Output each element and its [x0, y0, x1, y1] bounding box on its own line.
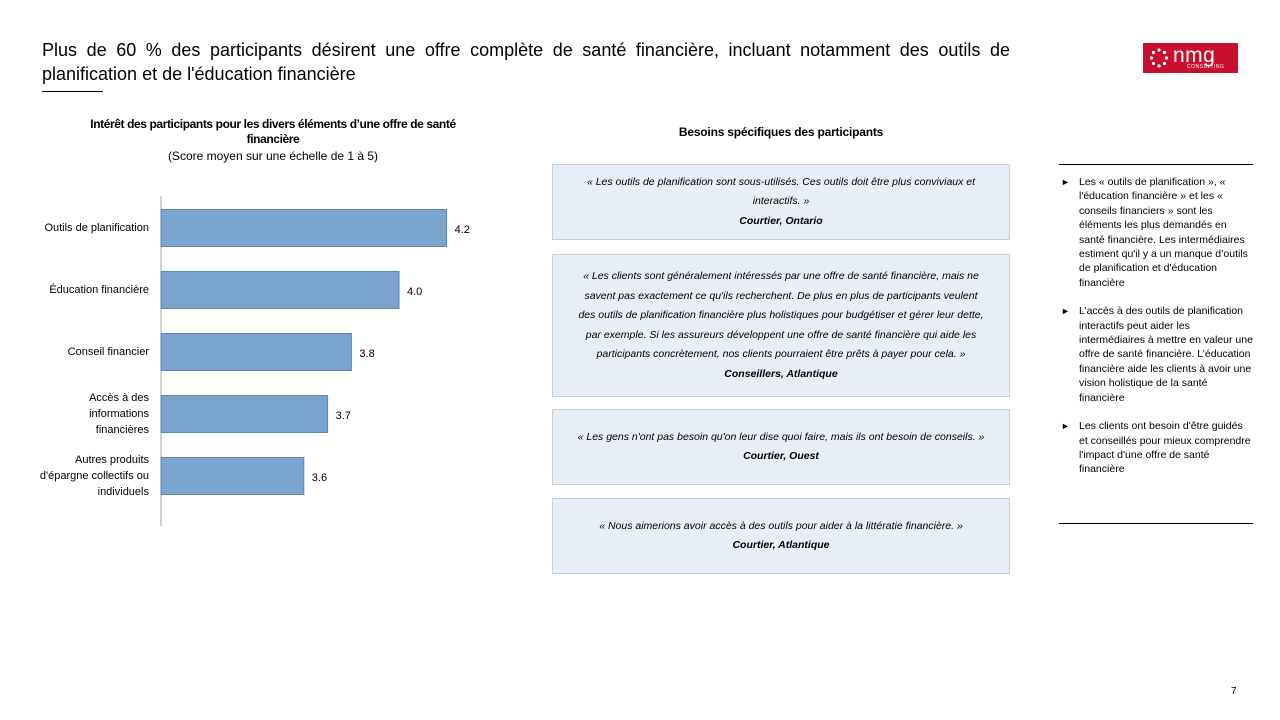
bar-chart: 4.2 4.0 3.8 3.7 3.6 — [160, 196, 470, 526]
quote-author: Conseillers, Atlantique — [724, 367, 838, 380]
quote-text: « Les clients sont généralement intéress… — [578, 270, 984, 360]
bar — [160, 209, 448, 247]
quote-box: « Les gens n'ont pas besoin qu'on leur d… — [552, 409, 1010, 485]
logo-text: nmg — [1173, 44, 1216, 67]
quote-box: « Les outils de planification sont sous-… — [552, 164, 1010, 240]
title-underline — [42, 91, 103, 92]
bullet-arrow-icon: ► — [1061, 177, 1070, 187]
bar — [160, 395, 329, 433]
nmg-logo: nmg CONSULTING — [1143, 43, 1238, 73]
quote-text: « Les gens n'ont pas besoin qu'on leur d… — [577, 430, 985, 443]
bar — [160, 457, 305, 495]
logo-subtext: CONSULTING — [1187, 64, 1225, 70]
quote-text: « Nous aimerions avoir accès à des outil… — [599, 519, 963, 532]
quote-author: Courtier, Ontario — [739, 214, 823, 227]
data-label: 3.7 — [336, 410, 351, 422]
data-label: 4.0 — [407, 286, 422, 298]
data-label: 3.6 — [312, 472, 327, 484]
sidebar-item-text: Les « outils de planification », « l'édu… — [1079, 176, 1248, 289]
quote-box: « Nous aimerions avoir accès à des outil… — [552, 498, 1010, 574]
chart-title: Intérêt des participants pour les divers… — [90, 117, 456, 146]
quote-author: Courtier, Atlantique — [732, 539, 830, 551]
sidebar-bullet-item: ► L’accès à des outils de planification … — [1060, 304, 1253, 405]
slide-title: Plus de 60 % des participants désirent u… — [42, 40, 1010, 84]
bar — [160, 333, 352, 371]
sidebar-bullet-item: ► Les « outils de planification », « l'é… — [1060, 175, 1253, 290]
chart-title-block: Intérêt des participants pour les divers… — [80, 117, 466, 164]
sidebar-item-text: L’accès à des outils de planification in… — [1079, 305, 1253, 404]
page-number: 7 — [1231, 686, 1237, 697]
sidebar-list: ► Les « outils de planification », « l'é… — [1060, 175, 1253, 491]
sidebar-bullet-item: ► Les clients ont besoin d'être guidés e… — [1060, 419, 1253, 477]
data-label: 4.2 — [455, 224, 470, 236]
quote-text: « Les outils de planification sont sous-… — [586, 175, 976, 208]
data-label: 3.8 — [359, 348, 374, 360]
logo-dots-icon — [1149, 48, 1169, 68]
sidebar-top-rule — [1059, 164, 1253, 165]
bar — [160, 271, 400, 309]
sidebar-bottom-rule — [1059, 523, 1253, 524]
category-label: Éducation financière — [49, 284, 149, 296]
quote-box: « Les clients sont généralement intéress… — [552, 254, 1010, 397]
quote-author: Courtier, Ouest — [743, 450, 819, 462]
sidebar-item-text: Les clients ont besoin d'être guidés et … — [1079, 420, 1251, 476]
category-label: Accès à des informations financières — [89, 392, 149, 436]
chart-subtitle: (Score moyen sur une échelle de 1 à 5) — [167, 149, 379, 163]
bullet-arrow-icon: ► — [1061, 421, 1070, 432]
needs-title: Besoins spécifiques des participants — [678, 125, 884, 139]
category-label: Conseil financier — [67, 346, 149, 358]
category-label: Outils de planification — [44, 222, 149, 234]
category-label: Autres produits d'épargne collectifs ou … — [39, 454, 149, 498]
bullet-arrow-icon: ► — [1061, 306, 1070, 317]
